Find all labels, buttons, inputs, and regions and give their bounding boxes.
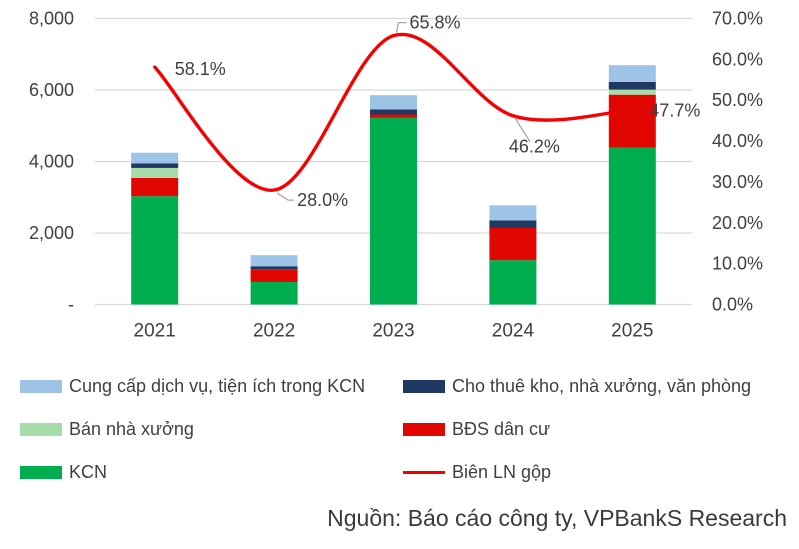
right-axis-tick-label: 0.0% (712, 295, 753, 315)
legend-swatch-light-green (20, 422, 62, 436)
x-axis-label: 2023 (372, 321, 414, 342)
legend-label: Biên LN gộp (452, 462, 552, 482)
left-axis-tick-label: 6,000 (29, 80, 74, 100)
bar-segment (250, 269, 298, 282)
x-axis-label: 2021 (134, 321, 176, 342)
bar-segment (250, 255, 298, 267)
bar-segment (250, 266, 298, 270)
legend-swatch-green (20, 465, 62, 479)
left-axis-tick-label: - (68, 295, 74, 315)
line-value-label: 47.7% (649, 101, 700, 121)
bar-segment (131, 152, 179, 164)
legend-item-cung-cap-dich-vu: Cung cấp dịch vụ, tiện ích trong KCN (20, 377, 403, 395)
gross-margin-line (153, 32, 634, 192)
bar-segment (608, 81, 656, 90)
legend-swatch-dark-blue (403, 379, 445, 393)
x-axis-label: 2025 (611, 321, 653, 342)
right-axis-tick-label: 70.0% (712, 9, 763, 29)
right-axis-tick-label: 40.0% (712, 131, 763, 151)
bar-segment (131, 163, 179, 168)
legend-label: Bán nhà xưởng (69, 419, 194, 439)
bar-segment (250, 281, 298, 305)
chart-canvas: - 2,000 4,000 6,000 8,000 0.0% 10.0% 20.0% 30.0%… (29, 9, 763, 342)
bar-segment (370, 95, 417, 110)
bar-segment (131, 196, 179, 305)
bar-segment (489, 220, 537, 228)
legend-item-cho-thue-kho: Cho thuê kho, nhà xưởng, văn phòng (403, 377, 799, 395)
legend-label: Cho thuê kho, nhà xưởng, văn phòng (452, 376, 752, 396)
bar-segment (131, 177, 179, 197)
x-axis-label: 2024 (492, 321, 535, 342)
legend-label: Cung cấp dịch vụ, tiện ích trong KCN (69, 376, 366, 396)
legend-item-bien-ln-gop: Biên LN gộp (403, 463, 799, 481)
line-value-label: 58.1% (175, 59, 226, 79)
legend-item-ban-nha-xuong: Bán nhà xưởng (20, 420, 403, 438)
source-caption: Nguồn: Báo cáo công ty, VPBankS Research (327, 505, 787, 531)
legend-label: BĐS dân cư (452, 419, 551, 439)
right-axis-tick-label: 60.0% (712, 49, 763, 69)
right-axis-tick-label: 50.0% (712, 90, 763, 110)
annotation-leader-line (276, 192, 295, 201)
legend-item-kcn: KCN (20, 463, 403, 481)
left-axis-tick-label: 2,000 (29, 223, 74, 243)
bar-segment (608, 94, 656, 148)
line-value-label: 46.2% (509, 137, 560, 157)
bar-segment (608, 147, 656, 305)
bar-segment (608, 65, 656, 82)
bar-segment (489, 205, 537, 221)
right-axis-tick-label: 20.0% (712, 213, 763, 233)
legend-item-bds-dan-cu: BĐS dân cư (403, 420, 799, 438)
annotation-leader-line (395, 22, 407, 33)
left-axis-tick-label: 8,000 (29, 9, 74, 29)
bar-segment (370, 117, 417, 305)
annotation-leader-line (514, 117, 531, 143)
right-axis-tick-label: 10.0% (712, 254, 763, 274)
left-axis-tick-label: 4,000 (29, 152, 74, 172)
chart-legend: Cung cấp dịch vụ, tiện ích trong KCN Cho… (0, 377, 799, 481)
x-axis-label: 2022 (253, 321, 295, 342)
line-value-label: 65.8% (410, 13, 461, 33)
bar-segment (489, 260, 537, 305)
legend-swatch-red (403, 422, 445, 436)
bar-segment (370, 109, 417, 115)
legend-label: KCN (69, 462, 108, 482)
bar-segment (608, 89, 656, 95)
legend-swatch-red-line (403, 470, 445, 474)
bar-segment (370, 114, 417, 118)
legend-swatch-light-blue (20, 379, 62, 393)
line-value-label: 28.0% (297, 190, 348, 210)
bar-segment (131, 167, 179, 178)
bar-segment (489, 227, 537, 261)
right-axis-tick-label: 30.0% (712, 172, 763, 192)
